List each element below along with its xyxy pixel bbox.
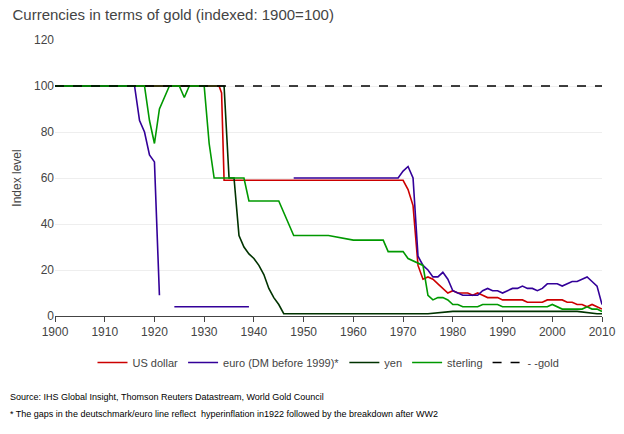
- svg-text:0: 0: [47, 309, 54, 323]
- svg-text:Source: IHS Global Insight, Th: Source: IHS Global Insight, Thomson Reut…: [10, 392, 324, 402]
- svg-text:40: 40: [41, 217, 55, 231]
- svg-text:2000: 2000: [539, 325, 566, 339]
- svg-text:1980: 1980: [439, 325, 466, 339]
- svg-text:1920: 1920: [141, 325, 168, 339]
- svg-text:1950: 1950: [290, 325, 317, 339]
- svg-text:1910: 1910: [91, 325, 118, 339]
- svg-text:2010: 2010: [589, 325, 616, 339]
- svg-text:20: 20: [41, 263, 55, 277]
- svg-text:1940: 1940: [241, 325, 268, 339]
- svg-text:- -gold: - -gold: [528, 357, 559, 369]
- svg-text:US dollar: US dollar: [133, 357, 179, 369]
- svg-text:1990: 1990: [489, 325, 516, 339]
- svg-text:sterling: sterling: [447, 357, 482, 369]
- svg-text:80: 80: [41, 125, 55, 139]
- svg-text:1930: 1930: [191, 325, 218, 339]
- svg-text:1900: 1900: [42, 325, 69, 339]
- svg-text:euro (DM before 1999)*: euro (DM before 1999)*: [223, 357, 339, 369]
- svg-text:Currencies in terms of gold (i: Currencies in terms of gold (indexed: 19…: [12, 6, 333, 23]
- svg-text:yen: yen: [384, 357, 402, 369]
- svg-text:1970: 1970: [390, 325, 417, 339]
- svg-text:* The gaps in the deutschmark/: * The gaps in the deutschmark/euro line …: [10, 409, 438, 419]
- svg-text:Index level: Index level: [10, 149, 24, 206]
- svg-text:100: 100: [34, 79, 54, 93]
- svg-text:120: 120: [34, 33, 54, 47]
- svg-text:1960: 1960: [340, 325, 367, 339]
- svg-text:60: 60: [41, 171, 55, 185]
